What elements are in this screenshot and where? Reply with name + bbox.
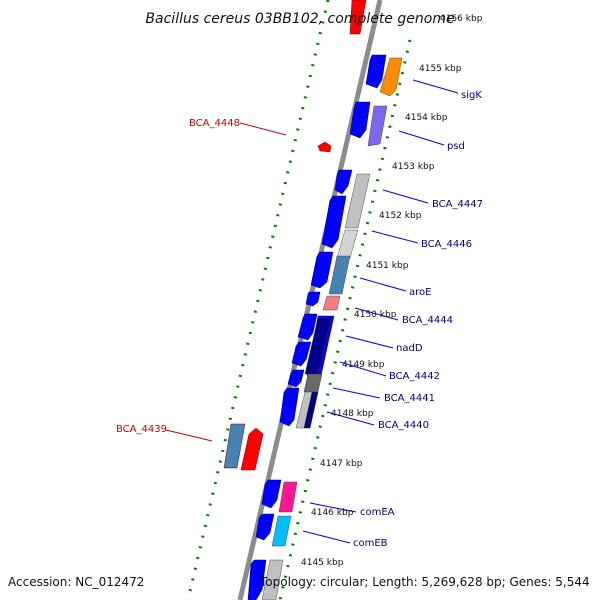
- gene-block[interactable]: [379, 57, 403, 97]
- gene-block[interactable]: [367, 105, 388, 147]
- gene-label[interactable]: aroE: [409, 287, 431, 298]
- kbp-label: 4145 kbp: [301, 558, 344, 568]
- gene-label[interactable]: comEA: [360, 507, 395, 518]
- kbp-label: 4152 kbp: [379, 211, 422, 221]
- gene-block[interactable]: [322, 295, 341, 311]
- forward-strand-genes: [247, 54, 387, 600]
- gene-label[interactable]: BCA_4446: [421, 239, 472, 250]
- kbp-label: 4149 kbp: [342, 360, 385, 370]
- gene-block[interactable]: [336, 229, 359, 259]
- gene-block[interactable]: [344, 173, 371, 229]
- gene-arrow[interactable]: [305, 291, 321, 307]
- kbp-label: 4146 kbp: [311, 508, 354, 518]
- gene-arrow[interactable]: [317, 141, 332, 153]
- kbp-label: 4151 kbp: [366, 261, 409, 271]
- gene-label[interactable]: BCA_4441: [384, 393, 435, 404]
- gene-label[interactable]: nadD: [396, 343, 423, 354]
- gene-label[interactable]: sigK: [461, 90, 482, 101]
- outer-tick-ring: [186, 0, 330, 600]
- gene-arrow[interactable]: [349, 101, 371, 139]
- gene-arrow[interactable]: [365, 54, 387, 89]
- topology-text: Topology: circular; Length: 5,269,628 bp…: [259, 575, 590, 589]
- gene-arrow[interactable]: [291, 341, 312, 367]
- feature-track: [261, 57, 403, 600]
- gene-arrow[interactable]: [255, 513, 275, 541]
- gene-label[interactable]: psd: [447, 141, 465, 152]
- kbp-label: 4150 kbp: [354, 310, 397, 320]
- forward-gene-labels: sigK psd BCA_4447 BCA_4446 aroE BCA_4444…: [353, 90, 483, 549]
- kbp-label: 4156 kbp: [440, 14, 483, 24]
- gene-label[interactable]: comEB: [353, 538, 388, 549]
- gene-block[interactable]: [223, 423, 246, 469]
- gene-arrow[interactable]: [310, 251, 334, 289]
- accession-text: Accession: NC_012472: [8, 575, 144, 589]
- kbp-label: 4147 kbp: [320, 459, 363, 469]
- gene-arrow[interactable]: [349, 0, 367, 35]
- gene-block[interactable]: [261, 559, 284, 600]
- gene-label[interactable]: BCA_4447: [432, 199, 483, 210]
- gene-arrow[interactable]: [334, 169, 353, 195]
- kbp-label: 4153 kbp: [392, 162, 435, 172]
- gene-arrow[interactable]: [261, 479, 282, 509]
- callout-lines: [302, 79, 459, 544]
- map-title: Bacillus cereus 03BB102, complete genome: [145, 11, 454, 27]
- gene-block[interactable]: [303, 391, 319, 429]
- gene-label[interactable]: BCA_4439: [116, 424, 167, 435]
- kbp-label: 4148 kbp: [331, 409, 374, 419]
- gene-arrow[interactable]: [321, 195, 347, 249]
- gene-block[interactable]: [328, 255, 351, 295]
- gene-arrow[interactable]: [287, 369, 305, 388]
- kbp-label: 4155 kbp: [419, 64, 462, 74]
- gene-arrow[interactable]: [297, 313, 318, 341]
- gene-block[interactable]: [271, 515, 292, 547]
- gene-label[interactable]: BCA_4442: [389, 371, 440, 382]
- gene-arrow[interactable]: [247, 559, 267, 600]
- gene-arrow[interactable]: [240, 427, 264, 471]
- kbp-tick-labels: 4156 kbp 4155 kbp 4154 kbp 4153 kbp 4152…: [301, 14, 483, 568]
- gene-block[interactable]: [303, 373, 323, 393]
- gene-block[interactable]: [278, 481, 298, 513]
- gene-label[interactable]: BCA_4444: [402, 315, 453, 326]
- inner-tick-ring: [278, 39, 412, 600]
- reverse-gene-labels: BCA_4448 BCA_4439: [116, 118, 240, 435]
- reverse-strand-genes: [223, 0, 367, 471]
- gene-label[interactable]: BCA_4440: [378, 420, 429, 431]
- callout-lines-reverse: [165, 122, 287, 442]
- gene-arrow[interactable]: [279, 387, 300, 427]
- gene-label[interactable]: BCA_4448: [189, 118, 240, 129]
- kbp-label: 4154 kbp: [405, 113, 448, 123]
